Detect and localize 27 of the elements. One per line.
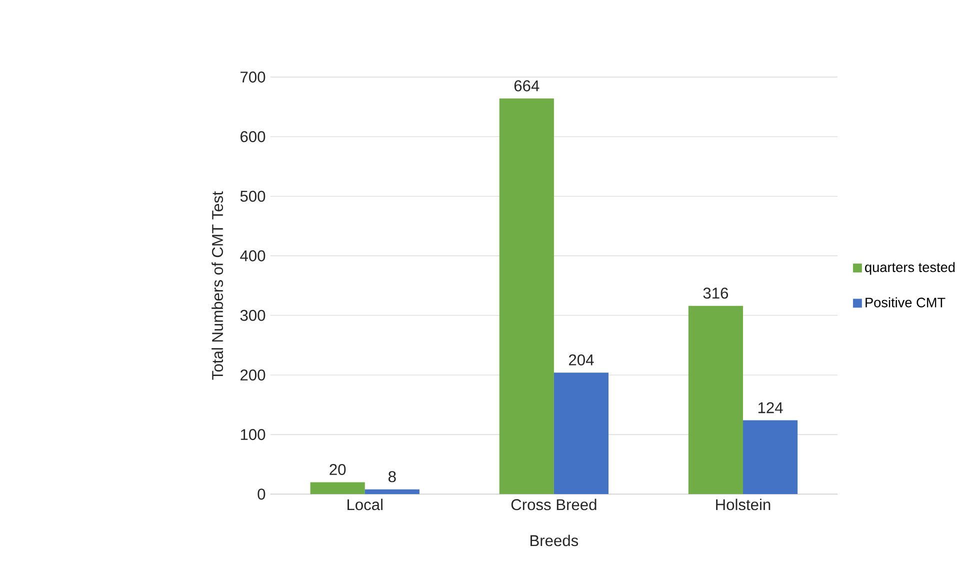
y-tick-label: 300 <box>240 310 266 321</box>
y-tick-label: 700 <box>240 71 266 82</box>
data-label: 8 <box>388 471 396 482</box>
y-tick-label: 400 <box>240 250 266 262</box>
bar <box>554 372 609 494</box>
bar <box>499 98 554 494</box>
y-tick-label: 0 <box>258 488 266 500</box>
data-label: 20 <box>330 464 346 475</box>
legend-label: quarters tested <box>865 262 955 275</box>
x-axis-title: Breeds <box>530 534 578 546</box>
data-label: 204 <box>568 354 594 366</box>
bar <box>310 482 365 494</box>
bar <box>688 306 743 494</box>
y-tick-label: 200 <box>240 369 266 380</box>
x-tick-label: Cross Breed <box>511 498 596 510</box>
y-tick-label: 100 <box>240 428 266 440</box>
data-label: 124 <box>758 402 783 413</box>
bar <box>742 420 798 494</box>
legend-label: Positive CMT <box>866 297 946 308</box>
data-label: 316 <box>703 288 728 299</box>
bar <box>364 489 420 494</box>
y-axis-title: Total Numbers of CMT Test <box>212 191 224 380</box>
x-tick-label: Local <box>348 498 382 510</box>
y-tick-label: 600 <box>240 131 266 142</box>
x-tick-label: Holstein <box>716 498 770 510</box>
y-tick-label: 500 <box>240 190 266 202</box>
data-label: 664 <box>514 80 540 92</box>
